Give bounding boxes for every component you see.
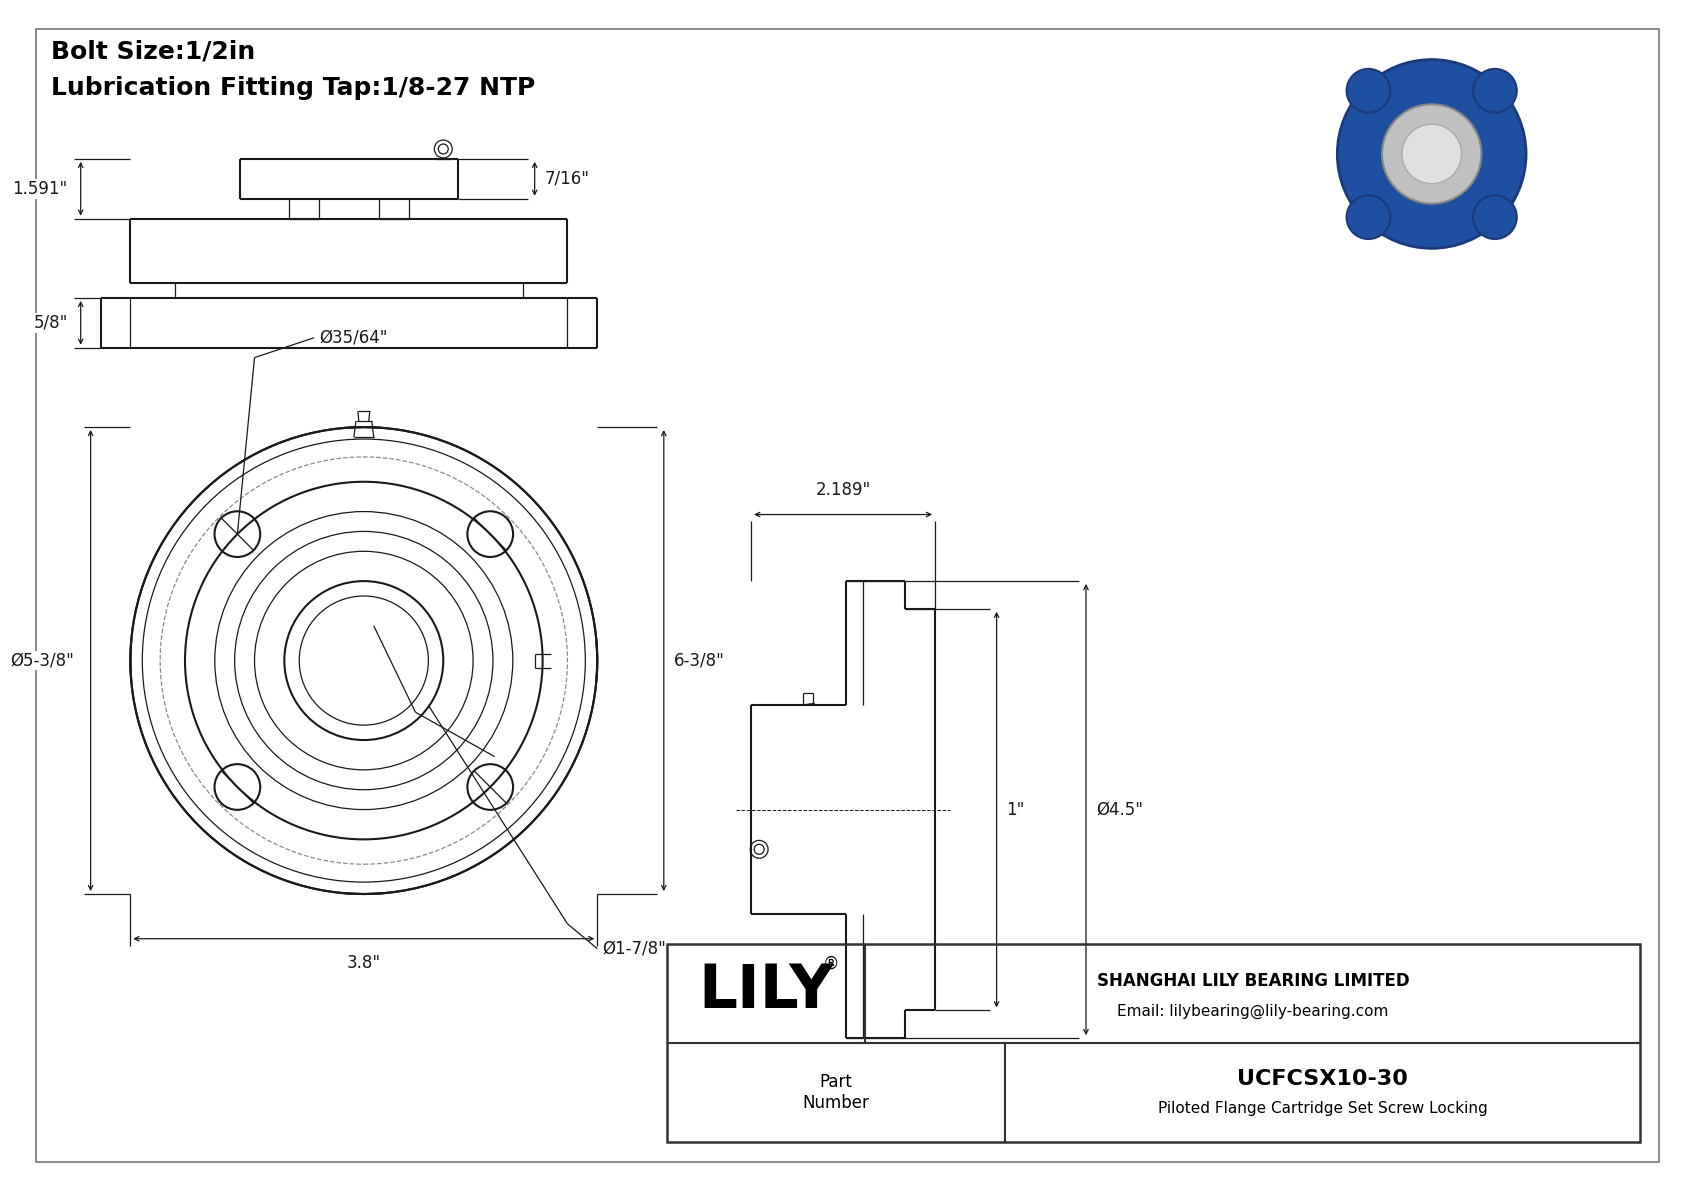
Text: 5/8": 5/8" xyxy=(34,313,67,332)
Circle shape xyxy=(1347,69,1391,113)
Text: Ø4.5": Ø4.5" xyxy=(1096,800,1143,818)
Text: Bolt Size:1/2in: Bolt Size:1/2in xyxy=(51,39,256,63)
Text: 1.591": 1.591" xyxy=(12,180,67,198)
Text: 2.189": 2.189" xyxy=(815,481,871,499)
Circle shape xyxy=(1347,195,1391,239)
Text: UCFCSX10-30: UCFCSX10-30 xyxy=(1238,1068,1408,1089)
Text: 3.8": 3.8" xyxy=(347,954,381,972)
Circle shape xyxy=(1401,124,1462,183)
Text: Ø35/64": Ø35/64" xyxy=(318,329,387,347)
Text: Ø1-7/8": Ø1-7/8" xyxy=(603,940,667,958)
Text: 1": 1" xyxy=(1007,800,1026,818)
Circle shape xyxy=(1474,69,1517,113)
Text: Piloted Flange Cartridge Set Screw Locking: Piloted Flange Cartridge Set Screw Locki… xyxy=(1157,1100,1487,1116)
Text: ®: ® xyxy=(822,954,839,973)
Text: Email: lilybearing@lily-bearing.com: Email: lilybearing@lily-bearing.com xyxy=(1116,1004,1389,1018)
Circle shape xyxy=(1337,60,1526,248)
Circle shape xyxy=(1383,105,1482,204)
Text: 7/16": 7/16" xyxy=(544,170,589,188)
Text: 6-3/8": 6-3/8" xyxy=(674,651,724,669)
Text: LILY: LILY xyxy=(699,962,834,1021)
Text: SHANGHAI LILY BEARING LIMITED: SHANGHAI LILY BEARING LIMITED xyxy=(1096,972,1410,991)
Text: Part
Number: Part Number xyxy=(802,1073,869,1112)
Text: Lubrication Fitting Tap:1/8-27 NTP: Lubrication Fitting Tap:1/8-27 NTP xyxy=(51,76,536,100)
Text: Ø5-3/8": Ø5-3/8" xyxy=(10,651,74,669)
Circle shape xyxy=(1474,195,1517,239)
